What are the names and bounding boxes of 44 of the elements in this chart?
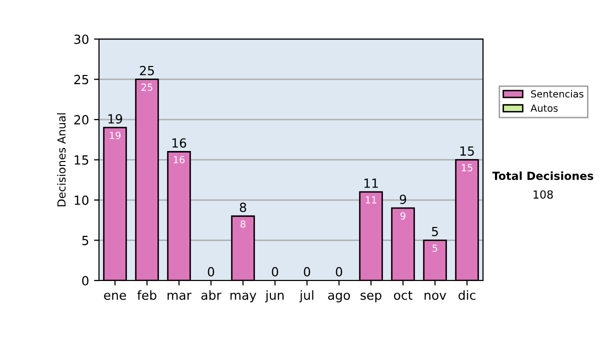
total-label: 0 [208,267,214,276]
data-label: 11 [366,196,376,204]
data-label: 15 [462,164,472,172]
total-label: 11 [364,178,378,188]
x-tick-label: mar [168,292,192,300]
x-tick-label: sep [360,292,382,302]
data-label: 25 [142,84,152,91]
text: 108 [534,190,553,199]
y-tick-label: 10 [74,196,88,205]
total-label: 0 [336,267,342,276]
y-tick-label: 5 [82,236,88,246]
x-tick-label: oct [394,290,412,300]
total-label: 9 [400,194,406,204]
total-label: 19 [108,114,122,124]
x-tick-label: ene [104,292,126,300]
y-tick-label: 25 [74,74,88,84]
x-tick-label: feb [137,290,156,300]
text: Total Decisiones [492,171,594,180]
data-label: 16 [174,156,185,164]
total-label: 15 [460,146,474,156]
legend-label: Autos [530,104,558,112]
legend-label: Sentencias [531,90,584,98]
y-tick-label: 20 [74,115,88,124]
data-label: 19 [110,132,120,140]
y-tick-label: 15 [74,155,88,165]
data-label: 8 [240,220,246,228]
total-label: 0 [304,267,310,276]
data-label: 9 [400,212,406,220]
x-tick-label: may [230,292,256,302]
x-tick-label: jul [299,290,314,302]
x-tick-label: jun [265,290,284,302]
y-tick-label: 0 [82,276,88,286]
total-label: 16 [172,138,186,148]
data-label: 5 [432,244,438,252]
x-tick-label: dic [458,290,476,300]
x-tick-label: abr [201,290,222,300]
x-tick-label: ago [328,292,350,302]
total-label: 5 [432,226,438,236]
y-tick-label: 30 [74,34,88,44]
total-label: 0 [272,267,278,276]
total-label: 25 [140,66,154,76]
total-label: 8 [240,202,246,212]
y-axis-title: Decisiones Anual [57,113,66,206]
x-tick-label: nov [424,292,446,300]
